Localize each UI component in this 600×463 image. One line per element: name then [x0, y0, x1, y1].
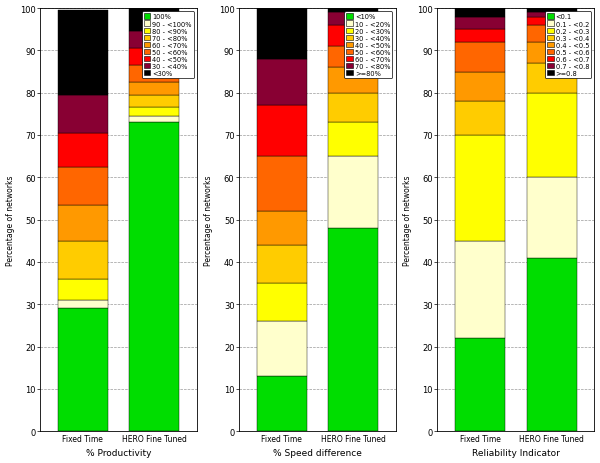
Bar	[58, 309, 108, 431]
Bar	[257, 212, 307, 245]
Y-axis label: Percentage of networks: Percentage of networks	[204, 175, 213, 265]
Bar	[130, 95, 179, 108]
Bar	[257, 283, 307, 321]
Bar	[328, 229, 378, 431]
Bar	[455, 30, 505, 43]
Bar	[58, 205, 108, 241]
Bar	[527, 178, 577, 258]
Bar	[257, 245, 307, 283]
Bar	[130, 117, 179, 123]
Bar	[257, 157, 307, 212]
Bar	[527, 18, 577, 26]
Y-axis label: Percentage of networks: Percentage of networks	[403, 175, 412, 265]
Bar	[455, 102, 505, 136]
Bar	[328, 123, 378, 157]
Bar	[130, 108, 179, 117]
Bar	[130, 9, 179, 32]
Bar	[58, 241, 108, 279]
Bar	[328, 9, 378, 13]
Bar	[130, 49, 179, 66]
Bar	[257, 9, 307, 60]
Bar	[58, 11, 108, 95]
Bar	[328, 26, 378, 47]
Bar	[455, 9, 505, 18]
Bar	[328, 157, 378, 229]
Bar	[130, 32, 179, 49]
Bar	[328, 47, 378, 68]
Legend: <0.1, 0.1 - <0.2, 0.2 - <0.3, 0.3 - <0.4, 0.4 - <0.5, 0.5 - <0.6, 0.6 - <0.7, 0.: <0.1, 0.1 - <0.2, 0.2 - <0.3, 0.3 - <0.4…	[545, 13, 591, 79]
Bar	[58, 300, 108, 309]
Bar	[328, 68, 378, 94]
Bar	[257, 321, 307, 376]
Bar	[527, 43, 577, 64]
Bar	[130, 66, 179, 83]
Bar	[527, 26, 577, 43]
X-axis label: % Productivity: % Productivity	[86, 449, 151, 457]
Bar	[58, 167, 108, 205]
X-axis label: % Speed difference: % Speed difference	[273, 449, 362, 457]
Bar	[257, 376, 307, 431]
Bar	[527, 94, 577, 178]
Y-axis label: Percentage of networks: Percentage of networks	[5, 175, 14, 265]
Bar	[58, 95, 108, 133]
Bar	[527, 13, 577, 18]
Bar	[130, 83, 179, 95]
Legend: 100%, 90 - <100%, 80 - <90%, 70 - <80%, 60 - <70%, 50 - <60%, 40 - <50%, 30 - <4: 100%, 90 - <100%, 80 - <90%, 70 - <80%, …	[142, 13, 194, 79]
Bar	[257, 106, 307, 157]
Bar	[455, 241, 505, 338]
Bar	[58, 133, 108, 167]
Bar	[527, 258, 577, 431]
Bar	[130, 123, 179, 431]
Bar	[455, 136, 505, 241]
Bar	[527, 64, 577, 94]
Bar	[58, 279, 108, 300]
Bar	[455, 338, 505, 431]
Legend: <10%, 10 - <20%, 20 - <30%, 30 - <40%, 40 - <50%, 50 - <60%, 60 - <70%, 70 - <80: <10%, 10 - <20%, 20 - <30%, 30 - <40%, 4…	[344, 13, 392, 79]
Bar	[455, 72, 505, 102]
Bar	[328, 13, 378, 26]
X-axis label: Reliability Indicator: Reliability Indicator	[472, 449, 560, 457]
Bar	[455, 18, 505, 30]
Bar	[328, 94, 378, 123]
Bar	[257, 60, 307, 106]
Bar	[527, 9, 577, 13]
Bar	[455, 43, 505, 72]
